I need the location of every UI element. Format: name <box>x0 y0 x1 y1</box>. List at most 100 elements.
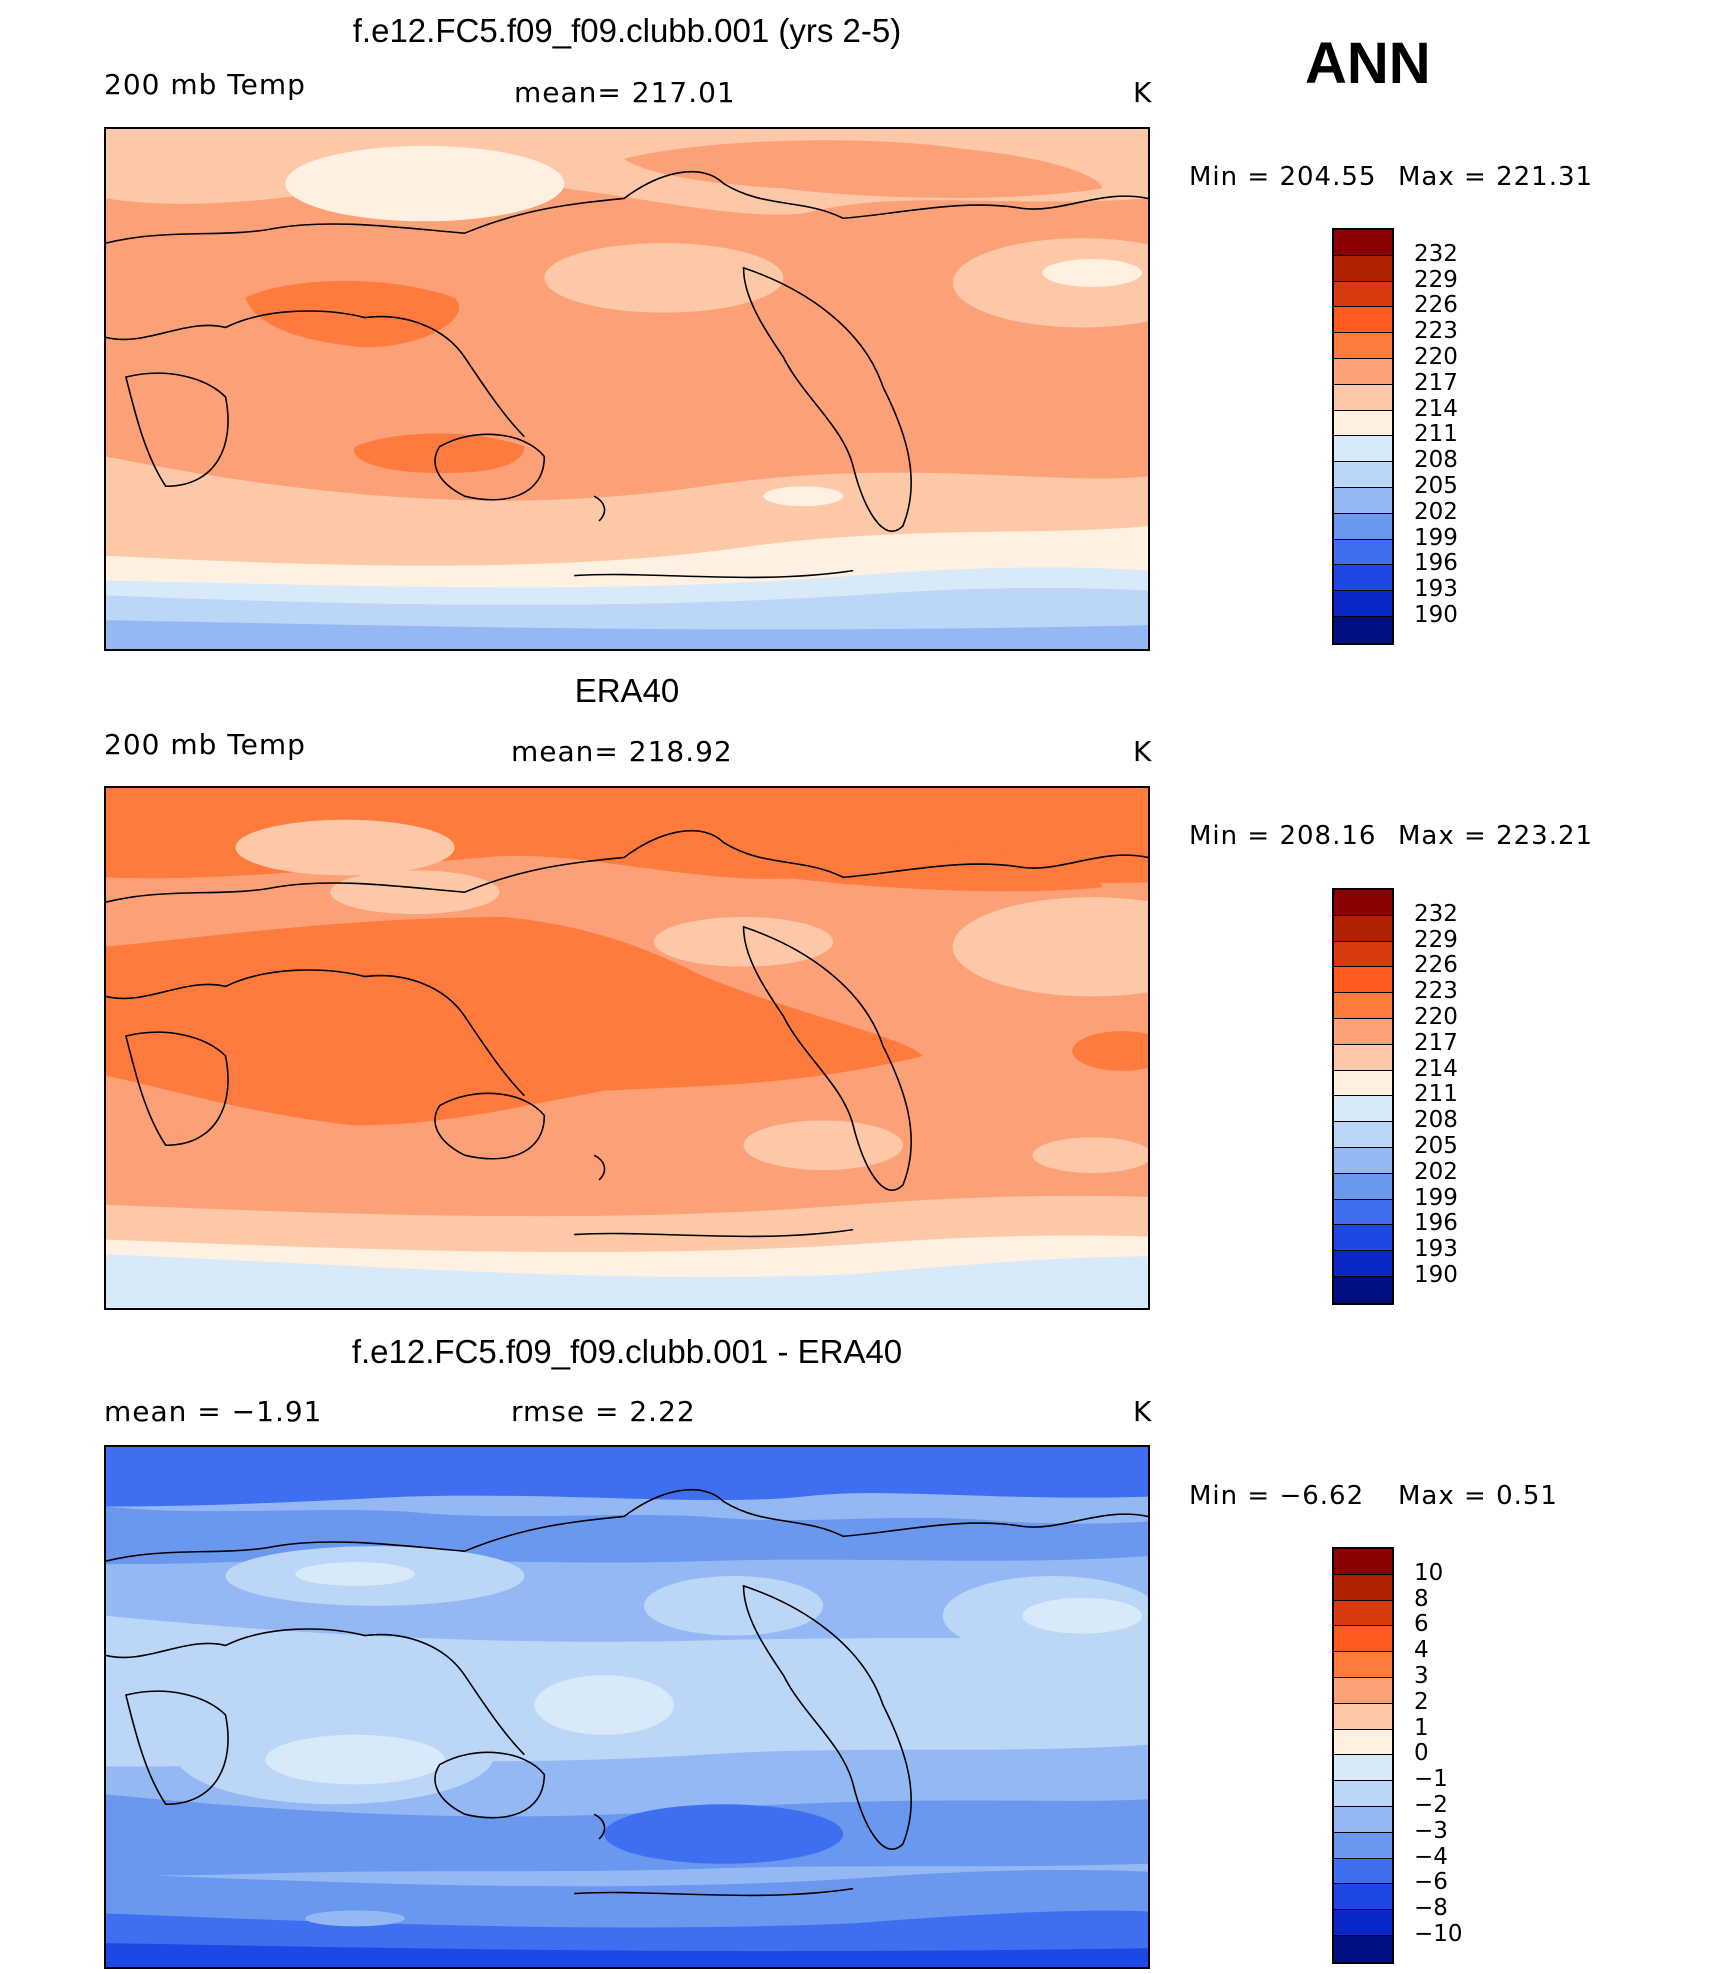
panel-2-map-svg <box>106 788 1148 1308</box>
panel-3-min-label: Min = −6.62 <box>1189 1481 1365 1511</box>
panel-2-colorbar-swatch <box>1334 1018 1392 1045</box>
panel-2-colorbar-swatch <box>1334 993 1392 1019</box>
panel-3-colorbar-swatch <box>1334 1935 1392 1962</box>
panel-1-colorbar-swatch <box>1334 384 1392 411</box>
panel-2-colorbar-tick-label: 193 <box>1414 1236 1458 1263</box>
panel-2-min-label: Min = 208.16 <box>1189 821 1377 851</box>
panel-2-colorbar-tick-label: 208 <box>1414 1107 1458 1134</box>
panel-2-colorbar-tick-label: 232 <box>1414 900 1458 927</box>
panel-2-colorbar-swatch <box>1334 1199 1392 1226</box>
panel-3-title: f.e12.FC5.f09_f09.clubb.001 - ERA40 <box>351 1333 903 1370</box>
panel-3-colorbar-swatch <box>1334 1652 1392 1678</box>
panel-3-colorbar <box>1332 1547 1394 1964</box>
panel-1-colorbar-swatch <box>1334 539 1392 566</box>
panel-2-colorbar-swatch <box>1334 967 1392 994</box>
panel-2-colorbar-tick-label: 217 <box>1414 1029 1458 1056</box>
panel-3-colorbar-swatch <box>1334 1755 1392 1782</box>
panel-3-colorbar-tick-label: −6 <box>1414 1869 1448 1896</box>
panel-2-colorbar-swatch <box>1334 890 1392 916</box>
panel-3-colorbar-swatch <box>1334 1910 1392 1936</box>
panel-3-colorbar-swatch <box>1334 1884 1392 1911</box>
panel-1-title: f.e12.FC5.f09_f09.clubb.001 (yrs 2-5) <box>352 12 902 49</box>
panel-3-colorbar-swatch <box>1334 1703 1392 1730</box>
panel-2-mean-label: mean= 218.92 <box>511 735 733 768</box>
panel-1-colorbar-swatch <box>1334 410 1392 437</box>
panel-2-map <box>104 786 1150 1310</box>
panel-3-colorbar-tick-label: −1 <box>1414 1766 1448 1793</box>
panel-2-colorbar-tick-label: 223 <box>1414 978 1458 1005</box>
panel-1-max-label: Max = 221.31 <box>1398 162 1594 192</box>
panel-2-colorbar-swatch <box>1334 915 1392 942</box>
panel-1-colorbar-swatch <box>1334 565 1392 592</box>
panel-3-colorbar-swatch <box>1334 1858 1392 1885</box>
panel-1-colorbar-swatch <box>1334 462 1392 488</box>
panel-2-colorbar-tick-label: 202 <box>1414 1158 1458 1185</box>
panel-1-colorbar-tick-label: 208 <box>1414 447 1458 474</box>
panel-3-units-label: K <box>1133 1395 1153 1428</box>
panel-2-colorbar-swatch <box>1334 1147 1392 1174</box>
panel-1-colorbar-swatch <box>1334 436 1392 463</box>
panel-2-max-label: Max = 223.21 <box>1398 821 1594 851</box>
panel-3-colorbar-tick-label: −4 <box>1414 1843 1448 1870</box>
panel-1-colorbar-swatch <box>1334 281 1392 308</box>
panel-1-colorbar-swatch <box>1334 358 1392 385</box>
panel-3-colorbar-tick-label: 1 <box>1414 1714 1429 1741</box>
panel-1-map <box>104 127 1150 651</box>
panel-3-mean-label: mean = −1.91 <box>104 1395 323 1428</box>
panel-1-colorbar-tick-label: 205 <box>1414 473 1458 499</box>
panel-1-colorbar-tick-label: 199 <box>1414 524 1458 551</box>
panel-1-colorbar-tick-label: 217 <box>1414 369 1458 396</box>
panel-1-colorbar-tick-label: 220 <box>1414 344 1458 370</box>
panel-2-colorbar-tick-label: 226 <box>1414 952 1458 979</box>
panel-2-colorbar-tick-label: 214 <box>1414 1055 1458 1082</box>
panel-1-colorbar-swatch <box>1334 616 1392 643</box>
panel-3-colorbar-swatch <box>1334 1729 1392 1756</box>
panel-2-colorbar-tick-label: 199 <box>1414 1184 1458 1211</box>
panel-1-colorbar-tick-label: 226 <box>1414 292 1458 319</box>
panel-2-colorbar-swatch <box>1334 1122 1392 1148</box>
panel-1-colorbar-swatch <box>1334 255 1392 282</box>
panel-1-colorbar-tick-label: 214 <box>1414 395 1458 422</box>
panel-3-colorbar-swatch <box>1334 1600 1392 1627</box>
panel-3-colorbar-tick-label: 4 <box>1414 1637 1429 1664</box>
panel-1-colorbar-tick-label: 232 <box>1414 240 1458 267</box>
panel-1-min-label: Min = 204.55 <box>1189 162 1377 192</box>
panel-1-colorbar-tick-label: 211 <box>1414 421 1458 448</box>
panel-2-colorbar-swatch <box>1334 1251 1392 1277</box>
panel-3-max-label: Max = 0.51 <box>1398 1481 1558 1511</box>
panel-1-units-label: K <box>1133 76 1153 109</box>
panel-2-colorbar-tick-label: 220 <box>1414 1004 1458 1030</box>
panel-3-rmse-label: rmse = 2.22 <box>511 1395 696 1428</box>
panel-3-colorbar-tick-label: 8 <box>1414 1585 1429 1612</box>
panel-2-colorbar-swatch <box>1334 1276 1392 1303</box>
panel-3-colorbar-swatch <box>1334 1626 1392 1653</box>
panel-3-colorbar-tick-label: −8 <box>1414 1895 1448 1922</box>
panel-2-colorbar-swatch <box>1334 1070 1392 1097</box>
panel-2-colorbar-tick-label: 229 <box>1414 926 1458 953</box>
panel-1-variable-label: 200 mb Temp <box>104 68 306 101</box>
panel-2-colorbar <box>1332 888 1394 1305</box>
panel-1-map-svg <box>106 129 1148 649</box>
panel-2-colorbar-swatch <box>1334 941 1392 968</box>
panel-1-colorbar-swatch <box>1334 333 1392 359</box>
panel-3-colorbar-swatch <box>1334 1677 1392 1704</box>
panel-1-colorbar-tick-label: 190 <box>1414 602 1458 628</box>
panel-1-mean-label: mean= 217.01 <box>514 76 736 109</box>
panel-3-colorbar-swatch <box>1334 1781 1392 1807</box>
panel-1-colorbar <box>1332 228 1394 645</box>
panel-2-colorbar-tick-label: 205 <box>1414 1133 1458 1159</box>
panel-3-colorbar-tick-label: 3 <box>1414 1663 1429 1689</box>
panel-3-map <box>104 1445 1150 1969</box>
panel-3-colorbar-swatch <box>1334 1806 1392 1833</box>
panel-2-colorbar-swatch <box>1334 1173 1392 1200</box>
panel-1-colorbar-tick-label: 202 <box>1414 498 1458 525</box>
panel-3-colorbar-tick-label: −10 <box>1414 1921 1463 1947</box>
panel-3-colorbar-tick-label: −3 <box>1414 1817 1448 1844</box>
panel-2-units-label: K <box>1133 735 1153 768</box>
panel-3-colorbar-tick-label: 2 <box>1414 1688 1429 1715</box>
panel-1-colorbar-swatch <box>1334 487 1392 514</box>
panel-1-colorbar-tick-label: 193 <box>1414 576 1458 603</box>
panel-3-colorbar-tick-label: 10 <box>1414 1559 1444 1586</box>
season-label: ANN <box>1305 31 1431 96</box>
panel-3-colorbar-tick-label: −2 <box>1414 1792 1448 1818</box>
